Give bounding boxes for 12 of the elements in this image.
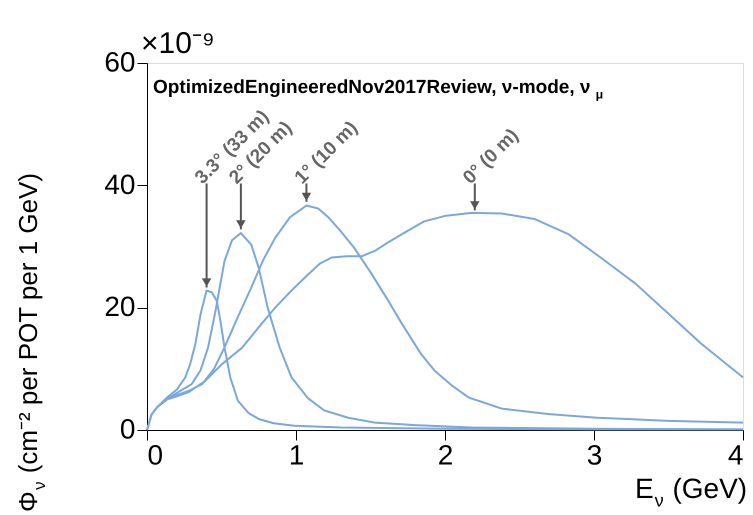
y-tick-label: 60 xyxy=(104,46,136,78)
text: ×10⁻⁹ xyxy=(141,27,215,60)
x-tick-label: 0 xyxy=(148,440,164,470)
y-tick-label: 0 xyxy=(120,414,136,444)
annotation: 0° (0 m) xyxy=(459,124,523,188)
x-tick-label: 3 xyxy=(586,440,602,470)
y-axis-title: Φν (cm⁻² per POT per 1 GeV) xyxy=(13,172,49,512)
x-tick-label: 4 xyxy=(728,440,744,470)
y-tick-label: 40 xyxy=(104,168,136,200)
y-tick-label: 20 xyxy=(104,291,136,322)
x-tick-label: 1 xyxy=(288,440,304,470)
x-tick-label: 2 xyxy=(438,440,454,470)
